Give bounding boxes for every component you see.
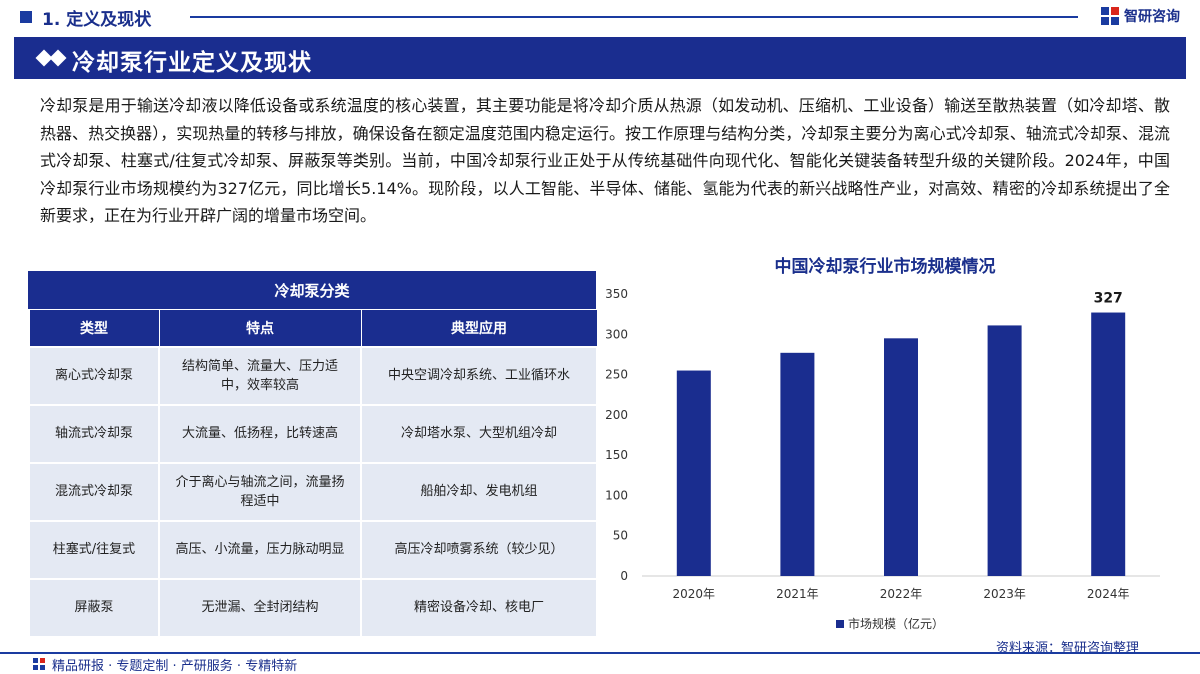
section-marker-icon (20, 11, 32, 23)
table-row: 离心式冷却泵 结构简单、流量大、压力适中，效率较高 中央空调冷却系统、工业循环水 (28, 345, 598, 406)
market-size-chart: 0 50 100 150 200 250 300 350 2020年 2021年 2022年 2023… (605, 287, 1160, 631)
table-cell: 高压冷却喷雾系统（较少见） (360, 519, 598, 580)
table-cell: 混流式冷却泵 (28, 461, 160, 522)
brand-name: 智研咨询 (1124, 9, 1180, 25)
chart-title: 中国冷却泵行业市场规模情况 (774, 257, 996, 277)
bar (987, 325, 1022, 576)
title-banner: 冷却泵行业定义及现状 (14, 37, 1186, 79)
x-tick-label: 2024年 (1087, 587, 1130, 601)
legend-swatch (836, 620, 844, 628)
table-cell: 船舶冷却、发电机组 (360, 461, 598, 522)
footer-divider (0, 652, 1200, 654)
y-tick-label: 0 (620, 569, 628, 583)
bar (676, 370, 711, 576)
y-tick-label: 250 (605, 368, 628, 382)
table-body: 类型 特点 典型应用 离心式冷却泵 结构简单、流量大、压力适中，效率较高 中央空… (28, 309, 598, 638)
header-divider (190, 16, 1078, 18)
brand-logo: 智研咨询 (1100, 6, 1180, 26)
data-label: 327 (1094, 291, 1123, 307)
column-header: 典型应用 (360, 309, 598, 347)
x-tick-label: 2022年 (880, 587, 923, 601)
table-row: 混流式冷却泵 介于离心与轴流之间，流量扬程适中 船舶冷却、发电机组 (28, 461, 598, 522)
table-cell: 中央空调冷却系统、工业循环水 (360, 345, 598, 406)
column-header: 类型 (28, 309, 160, 347)
footer-tagline: 精品研报 · 专题定制 · 产研服务 · 专精特新 (52, 659, 298, 674)
table-row: 轴流式冷却泵 大流量、低扬程，比转速高 冷却塔水泵、大型机组冷却 (28, 403, 598, 464)
table-cell: 离心式冷却泵 (28, 345, 160, 406)
table-cell: 屏蔽泵 (28, 577, 160, 638)
y-tick-label: 50 (613, 529, 628, 543)
table-header-row: 类型 特点 典型应用 (28, 309, 598, 347)
y-tick-label: 200 (605, 408, 628, 422)
bar (884, 338, 918, 576)
table-cell: 精密设备冷却、核电厂 (360, 577, 598, 638)
intro-paragraph: 冷却泵是用于输送冷却液以降低设备或系统温度的核心装置，其主要功能是将冷却介质从热… (40, 96, 1170, 225)
y-tick-label: 100 (605, 488, 628, 502)
footer: 精品研报 · 专题定制 · 产研服务 · 专精特新 (0, 652, 1200, 674)
y-tick-label: 300 (605, 327, 628, 341)
bar (1091, 312, 1126, 576)
table-cell: 结构简单、流量大、压力适中，效率较高 (158, 345, 362, 406)
diamond-icon (49, 49, 67, 67)
table-cell: 大流量、低扬程，比转速高 (158, 403, 362, 464)
table-cell: 柱塞式/往复式 (28, 519, 160, 580)
table-cell: 轴流式冷却泵 (28, 403, 160, 464)
table-cell: 无泄漏、全封闭结构 (158, 577, 362, 638)
table-cell: 冷却塔水泵、大型机组冷却 (360, 403, 598, 464)
bar (780, 352, 815, 576)
x-tick-label: 2020年 (673, 587, 716, 601)
footer-logo-icon (33, 658, 45, 670)
table-cell: 高压、小流量，压力脉动明显 (158, 519, 362, 580)
table-row: 屏蔽泵 无泄漏、全封闭结构 精密设备冷却、核电厂 (28, 577, 598, 638)
x-tick-label: 2021年 (776, 587, 819, 601)
classification-table: 冷却泵分类 类型 特点 典型应用 离心式冷却泵 结构简单、流量大、压力适中，效率… (28, 271, 598, 638)
table-cell: 介于离心与轴流之间，流量扬程适中 (158, 461, 362, 522)
column-header: 特点 (158, 309, 362, 347)
top-header: 1. 定义及现状 智研咨询 (0, 0, 1200, 34)
y-tick-label: 150 (605, 448, 628, 462)
brand-logo-icon (1101, 7, 1119, 25)
x-tick-label: 2023年 (983, 587, 1026, 601)
section-title: 1. 定义及现状 (42, 10, 152, 30)
table-caption: 冷却泵分类 (28, 271, 596, 309)
banner-title: 冷却泵行业定义及现状 (72, 50, 312, 76)
y-tick-label: 350 (605, 287, 628, 301)
legend-label: 市场规模（亿元） (848, 616, 944, 631)
table-row: 柱塞式/往复式 高压、小流量，压力脉动明显 高压冷却喷雾系统（较少见） (28, 519, 598, 580)
